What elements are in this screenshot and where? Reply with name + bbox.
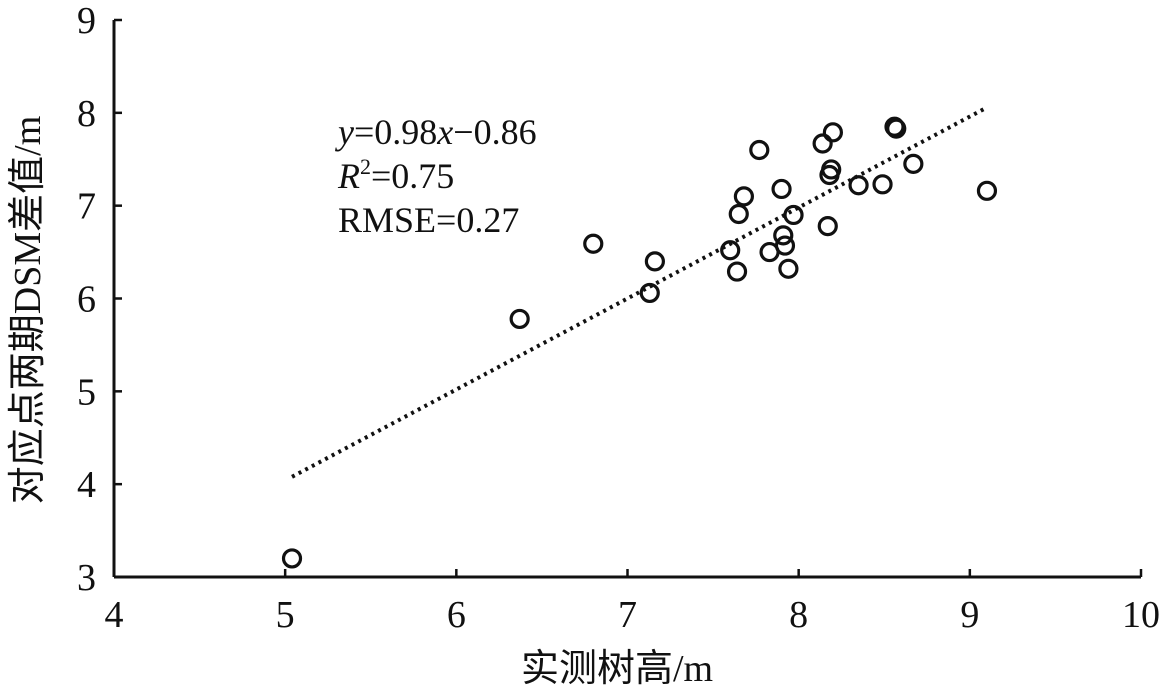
data-point [644,251,665,272]
data-point [773,225,794,246]
x-tick-label: 5 [276,594,295,636]
data-point [886,118,907,139]
y-axis-label: 对应点两期DSM差值/m [7,116,49,504]
data-point [817,215,838,237]
data-point [976,180,998,201]
y-tick-label: 9 [77,0,96,42]
data-point [812,133,833,154]
data-point [733,186,754,207]
data-point [639,282,660,304]
x-tick-label: 9 [960,594,979,636]
x-tick-label: 7 [618,594,637,636]
y-tick-label: 3 [77,557,96,599]
data-point [903,153,924,174]
y-tick-label: 7 [77,186,96,228]
data-point [778,258,799,279]
x-tick-label: 4 [105,594,124,636]
data-point [720,240,741,261]
x-ticks: 4 5 6 7 8 9 10 [105,569,1160,636]
y-tick-label: 5 [77,371,96,413]
data-point [726,261,748,282]
x-tick-label: 10 [1122,594,1160,636]
y-ticks: 3 4 5 6 7 8 9 [77,0,122,599]
data-points [281,116,998,569]
data-point [783,204,804,226]
x-axis-label: 实测树高/m [521,648,713,690]
data-point [583,233,604,254]
rmse-annotation: RMSE=0.27 [338,200,519,240]
x-tick-label: 6 [447,594,466,636]
data-point [771,178,792,200]
data-point [774,235,796,256]
data-point [848,175,869,196]
y-tick-label: 8 [77,93,96,135]
regression-equation: y=0.98x−0.86 [335,112,537,152]
y-tick-label: 6 [77,279,96,321]
data-point [822,122,844,143]
r-squared-annotation: R2=0.75 [337,154,454,196]
data-point [728,203,749,225]
data-point [872,174,893,195]
data-point [821,159,842,180]
y-tick-label: 4 [77,464,96,506]
axes [112,20,1141,579]
x-tick-label: 8 [789,594,808,636]
data-point [749,139,770,161]
data-point [509,308,530,330]
data-point [281,548,303,569]
